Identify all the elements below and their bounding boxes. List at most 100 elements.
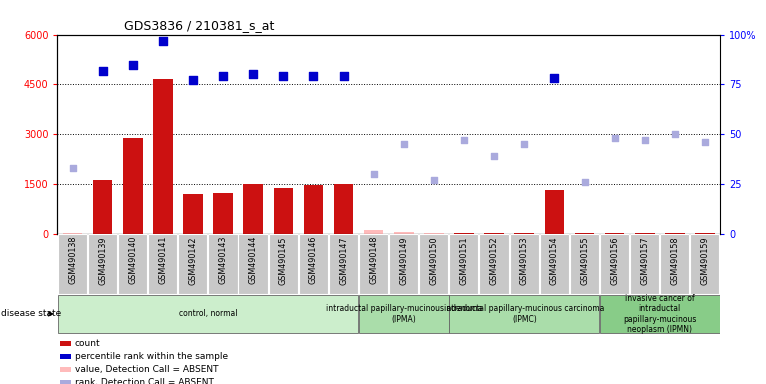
Point — [578, 179, 591, 185]
Bar — [450, 295, 599, 333]
Text: GSM490152: GSM490152 — [489, 236, 499, 285]
Point — [217, 73, 229, 79]
Bar — [303, 185, 323, 234]
Text: GSM490144: GSM490144 — [249, 236, 257, 285]
Text: count: count — [75, 339, 100, 348]
Bar — [359, 295, 449, 333]
Text: GSM490153: GSM490153 — [520, 236, 529, 285]
Text: GSM490140: GSM490140 — [128, 236, 137, 285]
Bar — [118, 234, 147, 294]
Bar — [424, 233, 444, 234]
Bar — [93, 180, 113, 234]
Bar — [244, 184, 263, 234]
Text: GSM490158: GSM490158 — [670, 236, 679, 285]
Bar — [60, 379, 71, 384]
Text: GSM490145: GSM490145 — [279, 236, 288, 285]
Bar — [148, 234, 177, 294]
Bar — [454, 233, 474, 234]
Text: GSM490150: GSM490150 — [430, 236, 438, 285]
Bar — [57, 234, 87, 294]
Text: GSM490143: GSM490143 — [218, 236, 228, 285]
Text: rank, Detection Call = ABSENT: rank, Detection Call = ABSENT — [75, 377, 214, 384]
Text: GSM490154: GSM490154 — [550, 236, 559, 285]
Point — [368, 171, 380, 177]
Bar — [480, 234, 509, 294]
Text: intraductal papillary-mucinous carcinoma
(IPMC): intraductal papillary-mucinous carcinoma… — [444, 304, 604, 324]
Point — [458, 137, 470, 144]
Point — [97, 68, 109, 74]
Bar — [60, 354, 71, 359]
Text: GSM490151: GSM490151 — [460, 236, 469, 285]
Point — [157, 38, 169, 44]
Point — [307, 73, 319, 79]
Bar — [630, 234, 660, 294]
Point — [427, 177, 440, 184]
Text: GSM490142: GSM490142 — [188, 236, 198, 285]
Bar — [515, 233, 534, 234]
Text: GSM490138: GSM490138 — [68, 236, 77, 285]
Text: GSM490141: GSM490141 — [159, 236, 167, 285]
Point — [608, 135, 620, 141]
Bar — [570, 234, 599, 294]
Bar — [329, 234, 358, 294]
Bar — [364, 230, 384, 234]
Bar — [389, 234, 418, 294]
Text: intraductal papillary-mucinous adenoma
(IPMA): intraductal papillary-mucinous adenoma (… — [326, 304, 482, 324]
Bar — [334, 184, 353, 234]
Point — [548, 75, 561, 81]
Bar — [509, 234, 538, 294]
Point — [338, 73, 350, 79]
Bar — [238, 234, 267, 294]
Bar — [539, 234, 569, 294]
Text: GDS3836 / 210381_s_at: GDS3836 / 210381_s_at — [123, 19, 274, 32]
Bar — [545, 190, 565, 234]
Text: GSM490147: GSM490147 — [339, 236, 348, 285]
Text: GSM490157: GSM490157 — [640, 236, 650, 285]
Bar — [394, 232, 414, 234]
Bar — [273, 188, 293, 234]
Point — [187, 78, 199, 84]
Text: GSM490156: GSM490156 — [611, 236, 619, 285]
Point — [277, 73, 290, 79]
Text: percentile rank within the sample: percentile rank within the sample — [75, 352, 228, 361]
Bar — [600, 234, 629, 294]
Bar — [299, 234, 328, 294]
Text: GSM490148: GSM490148 — [369, 236, 378, 285]
Text: value, Detection Call = ABSENT: value, Detection Call = ABSENT — [75, 365, 218, 374]
Bar — [63, 233, 82, 234]
Text: GSM490155: GSM490155 — [580, 236, 589, 285]
Bar — [600, 295, 720, 333]
Bar — [123, 138, 142, 234]
Bar — [269, 234, 298, 294]
Bar — [605, 233, 624, 234]
Bar — [359, 234, 388, 294]
Text: GSM490149: GSM490149 — [399, 236, 408, 285]
Bar — [484, 233, 504, 234]
Bar — [660, 234, 689, 294]
Bar — [208, 234, 237, 294]
Bar — [57, 295, 358, 333]
Text: GSM490159: GSM490159 — [700, 236, 709, 285]
Point — [398, 141, 410, 147]
Text: GSM490139: GSM490139 — [98, 236, 107, 285]
Point — [518, 141, 530, 147]
Text: disease state: disease state — [1, 310, 61, 318]
Point — [669, 131, 681, 137]
Point — [247, 71, 260, 78]
Bar — [635, 233, 654, 234]
Point — [639, 137, 651, 144]
Bar — [153, 79, 172, 234]
Point — [67, 165, 79, 171]
Point — [488, 153, 500, 159]
Bar — [60, 367, 71, 372]
Point — [126, 61, 139, 68]
Bar — [696, 233, 715, 234]
Text: GSM490146: GSM490146 — [309, 236, 318, 285]
Point — [699, 139, 711, 146]
Text: invasive cancer of
intraductal
papillary-mucinous
neoplasm (IPMN): invasive cancer of intraductal papillary… — [623, 294, 696, 334]
Bar — [419, 234, 448, 294]
Bar — [183, 194, 203, 234]
Bar — [665, 233, 685, 234]
Bar — [574, 233, 594, 234]
Bar — [178, 234, 208, 294]
